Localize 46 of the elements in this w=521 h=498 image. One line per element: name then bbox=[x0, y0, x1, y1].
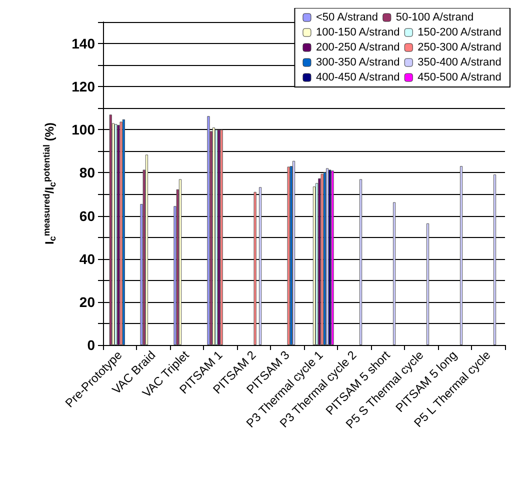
y-tick-label: 80 bbox=[79, 164, 96, 181]
y-tick-label: 60 bbox=[79, 208, 96, 224]
bar bbox=[120, 122, 122, 345]
legend-label: 50-100 A/strand bbox=[396, 12, 474, 24]
bar bbox=[178, 179, 182, 345]
y-axis-title: Icmeasured/Icpotential (%) bbox=[42, 122, 58, 245]
bar bbox=[258, 187, 262, 345]
bar bbox=[145, 154, 148, 345]
bar bbox=[460, 166, 463, 345]
legend-label: <50 A/strand bbox=[316, 12, 378, 24]
bar bbox=[323, 172, 326, 345]
legend-label: 150-200 A/strand bbox=[418, 26, 502, 38]
bar bbox=[122, 119, 125, 345]
legend-label: 300-350 A/strand bbox=[316, 56, 400, 68]
y-tick-label: 0 bbox=[87, 337, 96, 353]
bar bbox=[114, 124, 118, 345]
bar bbox=[218, 130, 220, 345]
bar bbox=[215, 130, 218, 345]
bar bbox=[328, 170, 332, 345]
bar bbox=[320, 174, 324, 345]
y-tick-label: 40 bbox=[79, 250, 96, 267]
legend-label: 450-500 A/strand bbox=[418, 72, 502, 84]
bar bbox=[331, 170, 334, 345]
y-tick-label: 120 bbox=[72, 78, 96, 95]
bar bbox=[312, 186, 316, 345]
bar bbox=[212, 128, 216, 345]
legend-label: 200-250 A/strand bbox=[316, 42, 400, 54]
bar bbox=[426, 223, 430, 345]
bar bbox=[109, 114, 112, 345]
bar bbox=[287, 166, 290, 345]
bar bbox=[117, 124, 120, 345]
bar bbox=[326, 168, 329, 345]
y-tick-label: 100 bbox=[72, 122, 96, 138]
bar bbox=[359, 179, 362, 345]
legend-label: 100-150 A/strand bbox=[316, 26, 400, 38]
legend-label: 350-400 A/strand bbox=[418, 56, 502, 68]
bar bbox=[207, 116, 210, 345]
bar bbox=[254, 192, 256, 345]
bar bbox=[493, 174, 496, 345]
legend-label: 400-450 A/strand bbox=[316, 72, 400, 84]
bar bbox=[392, 202, 396, 345]
bar bbox=[292, 160, 296, 345]
legend-label: 250-300 A/strand bbox=[418, 42, 502, 54]
y-tick-label: 140 bbox=[72, 36, 96, 52]
y-tick-label: 20 bbox=[79, 294, 96, 310]
bar bbox=[220, 130, 223, 345]
